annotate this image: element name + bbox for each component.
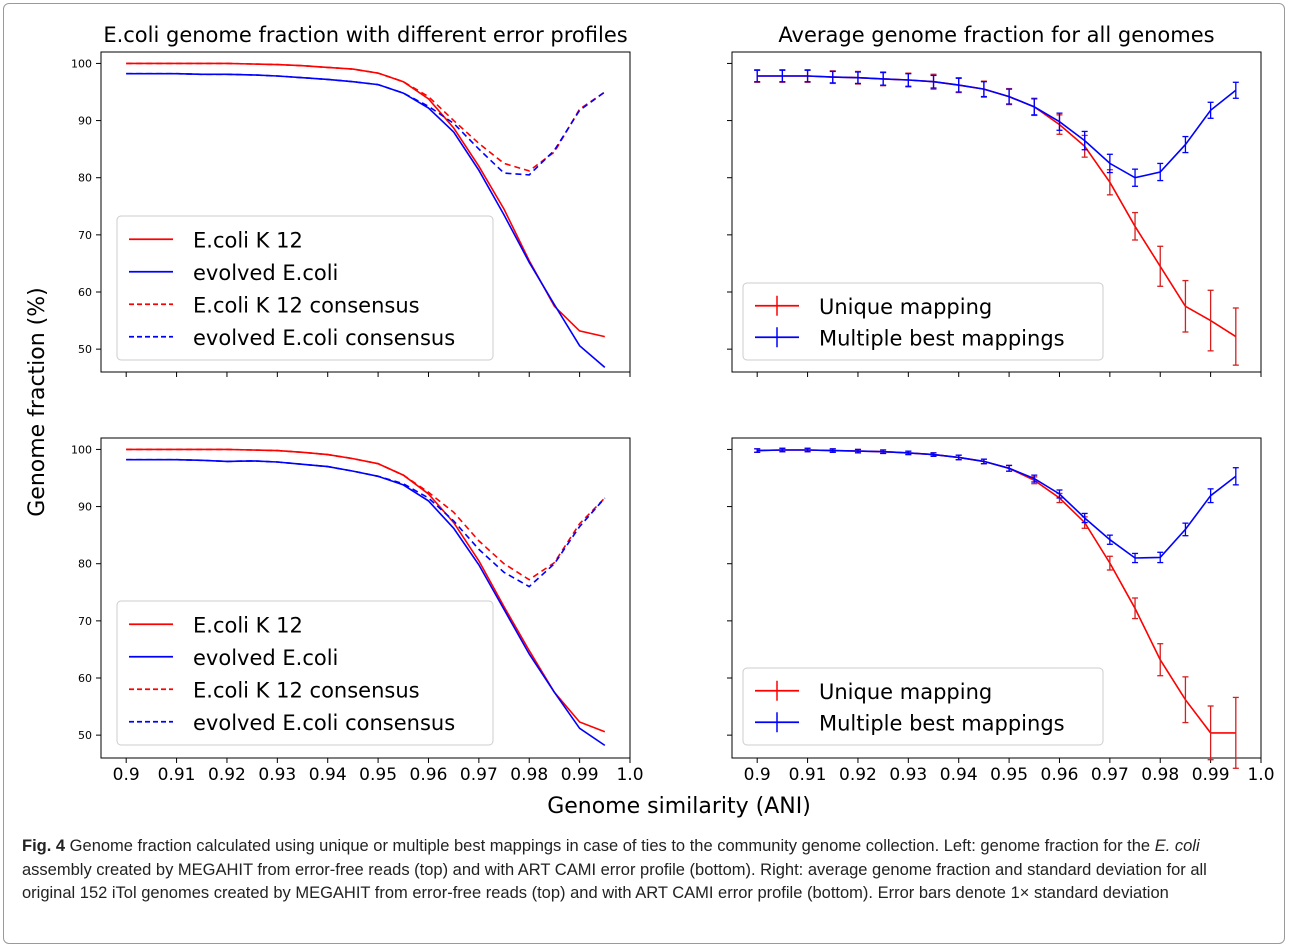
x-tick-label: 0.96: [410, 765, 448, 785]
x-tick-label: 0.9: [113, 765, 140, 785]
y-tick-label: 60: [78, 672, 92, 685]
panel-top-left: E.coli genome fraction with different er…: [71, 23, 631, 377]
panel-top-right: Average genome fraction for all genomes U…: [727, 23, 1262, 377]
plot-frame: [731, 437, 1262, 759]
series-line-1: [757, 449, 1237, 559]
x-tick-label: 0.95: [359, 765, 397, 785]
x-tick-label: 0.97: [1091, 765, 1129, 785]
y-tick-label: 80: [78, 172, 92, 185]
x-axis-label: Genome similarity (ANI): [547, 794, 811, 819]
legend-label: Multiple best mappings: [819, 711, 1065, 735]
panel-bottom-right: 0.9 0.91 0.92 0.93 0.94 0.95 0.96 0.97 0.98 0.99 1…: [727, 437, 1275, 785]
y-tick-label: 90: [78, 501, 92, 514]
x-tick-label: 0.95: [990, 765, 1028, 785]
x-tick-label: 0.9: [744, 765, 771, 785]
x-tick-label: 0.98: [510, 765, 548, 785]
figure-canvas: E.coli genome fraction with different er…: [25, 23, 1275, 819]
legend-label: Unique mapping: [819, 295, 992, 319]
x-tick-label: 0.91: [789, 765, 827, 785]
x-tick-label: 0.99: [1192, 765, 1230, 785]
caption-label: Fig. 4: [22, 837, 66, 855]
legend-box: [116, 600, 494, 746]
series-line-2: [126, 448, 606, 581]
series-line-2: [126, 62, 606, 172]
legend-label: E.coli K 12: [193, 228, 303, 252]
y-tick-label: 100: [71, 443, 92, 456]
legend-label: evolved E.coli: [193, 646, 338, 670]
y-tick-label: 80: [78, 558, 92, 571]
legend-label: Unique mapping: [819, 680, 992, 704]
panel-title: E.coli genome fraction with different er…: [103, 23, 627, 47]
legend-label: evolved E.coli consensus: [193, 711, 455, 735]
figure-frame: [3, 3, 1285, 944]
y-tick-label: 60: [78, 286, 92, 299]
x-tick-label: 0.92: [839, 765, 877, 785]
legend-label: E.coli K 12: [193, 613, 303, 637]
figure-caption: Fig. 4 Genome fraction calculated using …: [22, 835, 1262, 906]
x-tick-label: 0.94: [309, 765, 347, 785]
x-tick-label: 1.0: [1247, 765, 1274, 785]
y-tick-label: 50: [78, 343, 92, 356]
legend-label: Multiple best mappings: [819, 326, 1065, 350]
x-tick-label: 0.97: [460, 765, 498, 785]
y-tick-label: 100: [71, 57, 92, 70]
y-tick-label: 50: [78, 729, 92, 742]
x-tick-label: 0.91: [158, 765, 196, 785]
caption-text-part-3: assembly created by MEGAHIT from error-f…: [22, 860, 1207, 903]
y-tick-label: 70: [78, 229, 92, 242]
y-tick-label: 70: [78, 615, 92, 628]
x-tick-label: 0.93: [889, 765, 927, 785]
legend-label: evolved E.coli consensus: [193, 326, 455, 350]
series-line-3: [126, 458, 606, 588]
caption-text-part-1: Genome fraction calculated using unique …: [65, 837, 1155, 855]
x-tick-label: 0.94: [940, 765, 978, 785]
x-tick-label: 0.93: [258, 765, 296, 785]
x-tick-label: 0.98: [1141, 765, 1179, 785]
series-line-0: [126, 62, 605, 338]
x-tick-label: 1.0: [616, 765, 643, 785]
caption-text-part-2: E. coli: [1154, 837, 1200, 855]
y-axis-label: Genome fraction (%): [25, 287, 50, 517]
x-tick-label: 0.96: [1041, 765, 1079, 785]
legend-box: [116, 215, 494, 361]
series-line-3: [126, 72, 606, 176]
x-tick-label: 0.92: [208, 765, 246, 785]
legend-box: [742, 667, 1104, 746]
legend-label: E.coli K 12 consensus: [193, 678, 420, 702]
series-line-1: [757, 75, 1237, 179]
series-line-1: [126, 72, 606, 369]
legend-label: evolved E.coli: [193, 261, 338, 285]
y-tick-label: 90: [78, 115, 92, 128]
plot-frame: [731, 51, 1262, 373]
legend-box: [742, 282, 1104, 361]
x-tick-label: 0.99: [561, 765, 599, 785]
plot-frame: [100, 437, 631, 759]
plot-frame: [100, 51, 631, 373]
panel-bottom-left: 50 60 70 80 90 100 0.9 0.91 0.92 0.93 0.94 0.95 0.96…: [71, 437, 644, 785]
legend-label: E.coli K 12 consensus: [193, 293, 420, 317]
panel-title: Average genome fraction for all genomes: [778, 23, 1214, 47]
